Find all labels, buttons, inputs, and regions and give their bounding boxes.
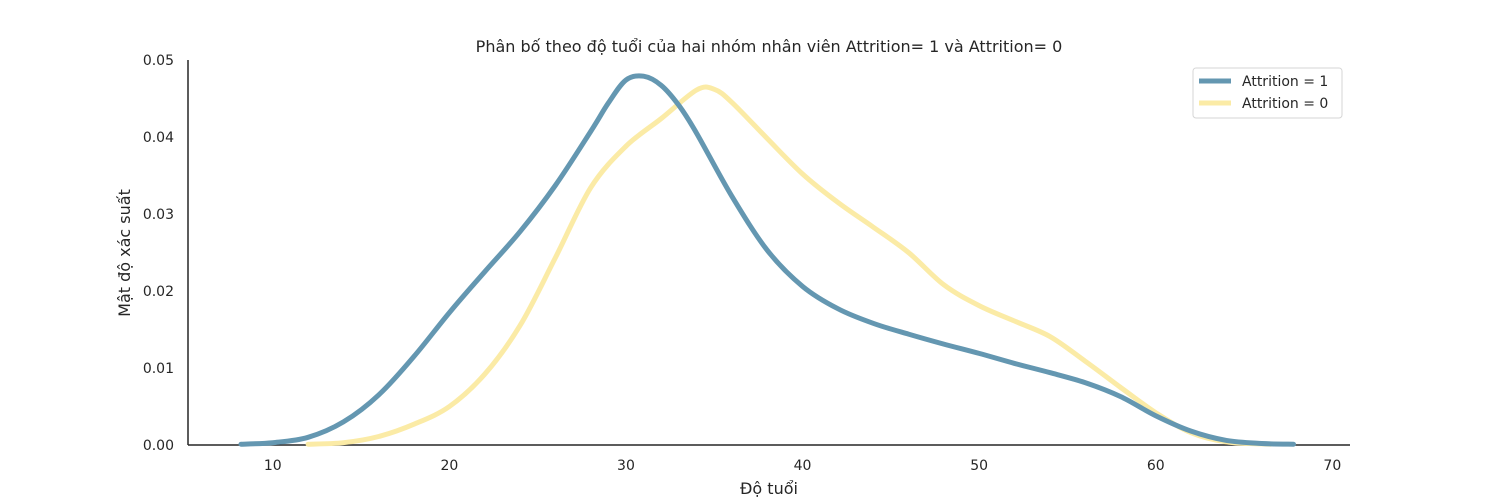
chart-title: Phân bố theo độ tuổi của hai nhóm nhân v… xyxy=(476,37,1063,56)
x-tick-label: 50 xyxy=(970,458,988,474)
series-line-2 xyxy=(305,84,1273,447)
y-tick-labels: 0.00 0.01 0.02 0.03 0.04 0.05 xyxy=(143,53,174,454)
x-tick-label: 30 xyxy=(617,458,635,474)
y-tick-label: 0.03 xyxy=(143,207,174,223)
y-tick-label: 0.04 xyxy=(143,130,174,146)
y-axis-label: Mật độ xác suất xyxy=(115,189,134,317)
x-tick-label: 60 xyxy=(1147,458,1165,474)
y-tick-label: 0.01 xyxy=(143,361,174,377)
y-tick-label: 0.05 xyxy=(143,53,174,69)
x-tick-label: 40 xyxy=(794,458,812,474)
legend-label-2: Attrition = 0 xyxy=(1242,96,1328,112)
legend-label-1: Attrition = 1 xyxy=(1242,74,1328,90)
y-tick-label: 0.00 xyxy=(143,438,174,454)
x-axis-label: Độ tuổi xyxy=(740,479,798,498)
y-tick-label: 0.02 xyxy=(143,284,174,300)
x-tick-label: 70 xyxy=(1323,458,1341,474)
series-lines xyxy=(238,73,1296,447)
x-tick-labels: 10 20 30 40 50 60 70 xyxy=(264,458,1341,474)
legend: Attrition = 1 Attrition = 0 xyxy=(1192,67,1343,119)
x-tick-label: 10 xyxy=(264,458,282,474)
x-tick-label: 20 xyxy=(440,458,458,474)
axes xyxy=(187,60,1350,446)
series-line-1 xyxy=(238,73,1296,447)
